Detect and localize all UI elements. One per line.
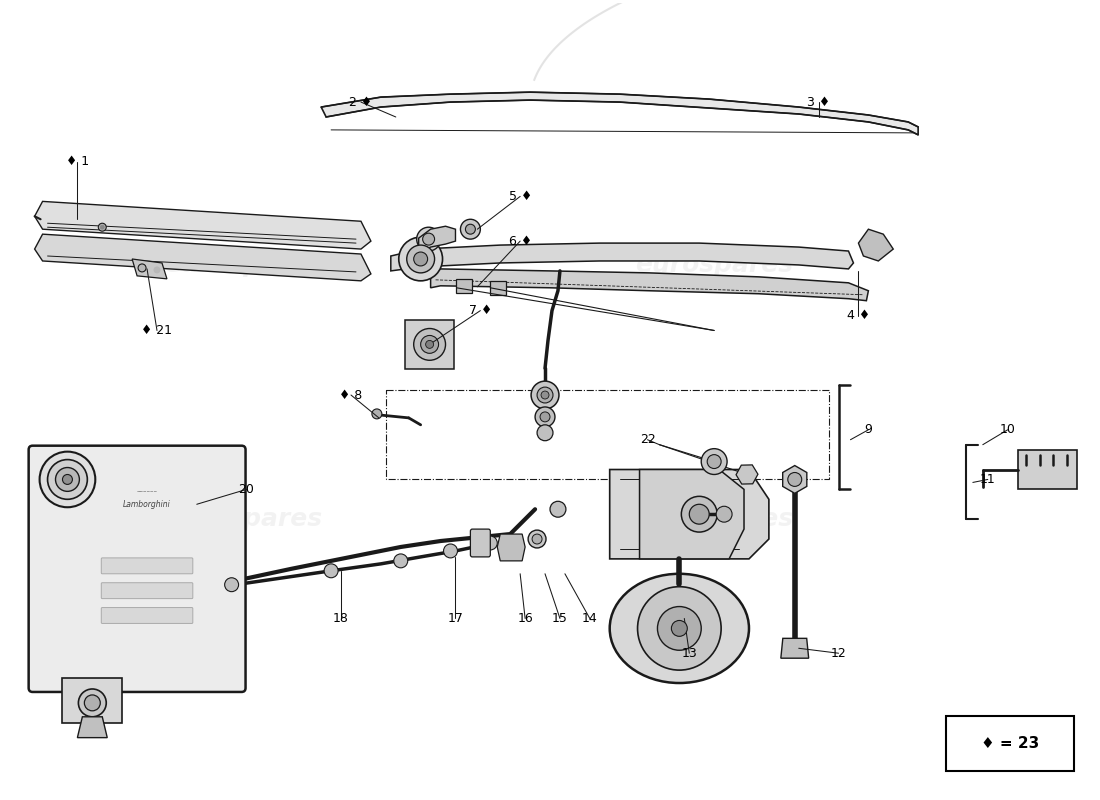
Polygon shape	[491, 281, 506, 294]
Text: 14: 14	[582, 612, 597, 625]
FancyBboxPatch shape	[405, 319, 454, 370]
FancyBboxPatch shape	[29, 446, 245, 692]
Text: ––––––: ––––––	[136, 488, 157, 494]
Circle shape	[788, 473, 802, 486]
Polygon shape	[63, 678, 122, 722]
Text: 10: 10	[1000, 423, 1015, 436]
Polygon shape	[132, 259, 167, 279]
Text: 3 ♦: 3 ♦	[807, 95, 830, 109]
Text: eurospares: eurospares	[635, 253, 793, 277]
Text: 18: 18	[333, 612, 349, 625]
Circle shape	[541, 391, 549, 399]
Circle shape	[483, 536, 497, 550]
Circle shape	[532, 534, 542, 544]
Circle shape	[465, 224, 475, 234]
Polygon shape	[430, 269, 868, 301]
FancyBboxPatch shape	[471, 529, 491, 557]
Polygon shape	[781, 638, 808, 658]
Text: ♦ 21: ♦ 21	[142, 324, 173, 337]
Circle shape	[399, 237, 442, 281]
Polygon shape	[456, 279, 472, 293]
Circle shape	[528, 530, 546, 548]
Circle shape	[658, 606, 701, 650]
Text: 9: 9	[865, 423, 872, 436]
Circle shape	[224, 578, 239, 592]
Circle shape	[100, 226, 104, 229]
Text: 16: 16	[517, 612, 534, 625]
Circle shape	[540, 412, 550, 422]
FancyBboxPatch shape	[101, 582, 192, 598]
Circle shape	[324, 564, 338, 578]
Circle shape	[394, 554, 408, 568]
Ellipse shape	[609, 574, 749, 683]
Circle shape	[154, 267, 160, 273]
Polygon shape	[77, 717, 107, 738]
Text: ♦ 8: ♦ 8	[340, 389, 363, 402]
Text: 5 ♦: 5 ♦	[508, 190, 531, 203]
Circle shape	[139, 264, 146, 272]
Circle shape	[535, 407, 556, 427]
Circle shape	[461, 219, 481, 239]
Polygon shape	[34, 234, 371, 281]
Text: 12: 12	[830, 646, 846, 660]
Text: 4 ♦: 4 ♦	[847, 309, 870, 322]
Circle shape	[414, 252, 428, 266]
Text: Lamborghini: Lamborghini	[123, 500, 170, 509]
Circle shape	[426, 341, 433, 348]
Circle shape	[550, 502, 565, 517]
Polygon shape	[1018, 450, 1077, 490]
Circle shape	[537, 387, 553, 403]
Circle shape	[671, 621, 688, 636]
Polygon shape	[497, 534, 525, 561]
Polygon shape	[419, 226, 455, 253]
Text: ♦ 1: ♦ 1	[66, 155, 89, 168]
Circle shape	[40, 452, 96, 507]
Polygon shape	[639, 470, 744, 559]
Text: 7 ♦: 7 ♦	[469, 304, 492, 317]
Polygon shape	[321, 92, 918, 135]
Circle shape	[716, 506, 733, 522]
Circle shape	[63, 474, 73, 485]
Text: 20: 20	[239, 483, 254, 496]
Circle shape	[638, 586, 722, 670]
Circle shape	[537, 425, 553, 441]
Circle shape	[414, 329, 446, 360]
FancyBboxPatch shape	[946, 716, 1075, 771]
Text: 22: 22	[639, 434, 656, 446]
Text: 6 ♦: 6 ♦	[508, 234, 531, 248]
Polygon shape	[609, 470, 769, 559]
FancyBboxPatch shape	[101, 558, 192, 574]
Text: eurospares: eurospares	[635, 507, 793, 531]
Text: 17: 17	[448, 612, 463, 625]
Circle shape	[85, 695, 100, 711]
FancyBboxPatch shape	[101, 607, 192, 623]
Text: eurospares: eurospares	[165, 507, 322, 531]
Circle shape	[531, 381, 559, 409]
Circle shape	[701, 449, 727, 474]
Text: 15: 15	[552, 612, 568, 625]
Polygon shape	[858, 229, 893, 261]
Circle shape	[422, 233, 435, 245]
Text: ♦ = 23: ♦ = 23	[980, 736, 1038, 751]
Polygon shape	[390, 243, 854, 271]
Circle shape	[98, 223, 107, 231]
Circle shape	[417, 227, 441, 251]
Text: 13: 13	[681, 646, 697, 660]
Circle shape	[707, 454, 722, 469]
Circle shape	[420, 335, 439, 354]
Circle shape	[681, 496, 717, 532]
Text: 2 ♦: 2 ♦	[350, 95, 373, 109]
Circle shape	[407, 245, 434, 273]
Circle shape	[443, 544, 458, 558]
Text: 11: 11	[980, 473, 996, 486]
Polygon shape	[34, 202, 371, 249]
Circle shape	[690, 504, 710, 524]
Circle shape	[372, 409, 382, 419]
Circle shape	[47, 459, 87, 499]
Circle shape	[78, 689, 107, 717]
Text: eurospares: eurospares	[165, 253, 322, 277]
Circle shape	[55, 467, 79, 491]
